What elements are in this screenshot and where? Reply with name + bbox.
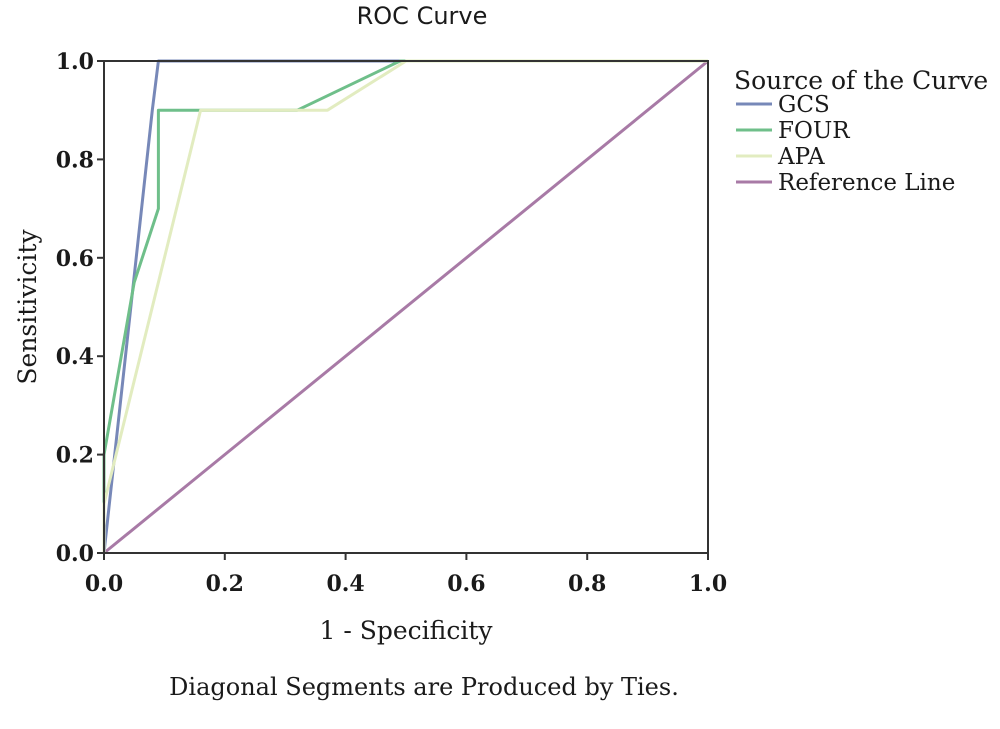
y-axis-label: Sensitivicity: [13, 229, 42, 385]
x-tick-label: 1.0: [689, 571, 727, 597]
y-tick-label: 0.8: [56, 147, 94, 173]
legend: Source of the Curve GCSFOURAPAReference …: [734, 66, 988, 196]
plot-frame: [103, 60, 709, 554]
x-tick-label: 0.6: [447, 571, 485, 597]
x-tick-label: 0.0: [85, 571, 123, 597]
series-layer: [102, 59, 709, 555]
y-tick-label: 0.2: [56, 443, 94, 469]
y-tick-label: 0.0: [56, 541, 94, 567]
x-tick-label: 0.8: [568, 571, 606, 597]
y-tick-label: 0.4: [56, 344, 94, 370]
legend-label-gcs: GCS: [778, 92, 830, 118]
x-axis-label: 1 - Specificity: [319, 616, 493, 645]
x-tick-label: 0.4: [326, 571, 364, 597]
y-tick-label: 0.6: [56, 246, 94, 272]
legend-label-reference-line: Reference Line: [778, 170, 955, 196]
series-line-reference-line: [103, 59, 709, 555]
footnote: Diagonal Segments are Produced by Ties.: [169, 673, 679, 701]
x-tick-label: 0.2: [206, 571, 244, 597]
legend-title: Source of the Curve: [734, 66, 988, 95]
legend-label-four: FOUR: [778, 118, 850, 144]
y-tick-label: 1.0: [56, 49, 94, 75]
series-line-four: [102, 59, 708, 553]
chart-title: ROC Curve: [357, 2, 488, 30]
legend-label-apa: APA: [777, 144, 825, 170]
ticks-layer: 0.0 0.2 0.4 0.6 0.8 1.0 0.0 0.2 0.4 0.6 0.8 1.0: [56, 49, 727, 597]
